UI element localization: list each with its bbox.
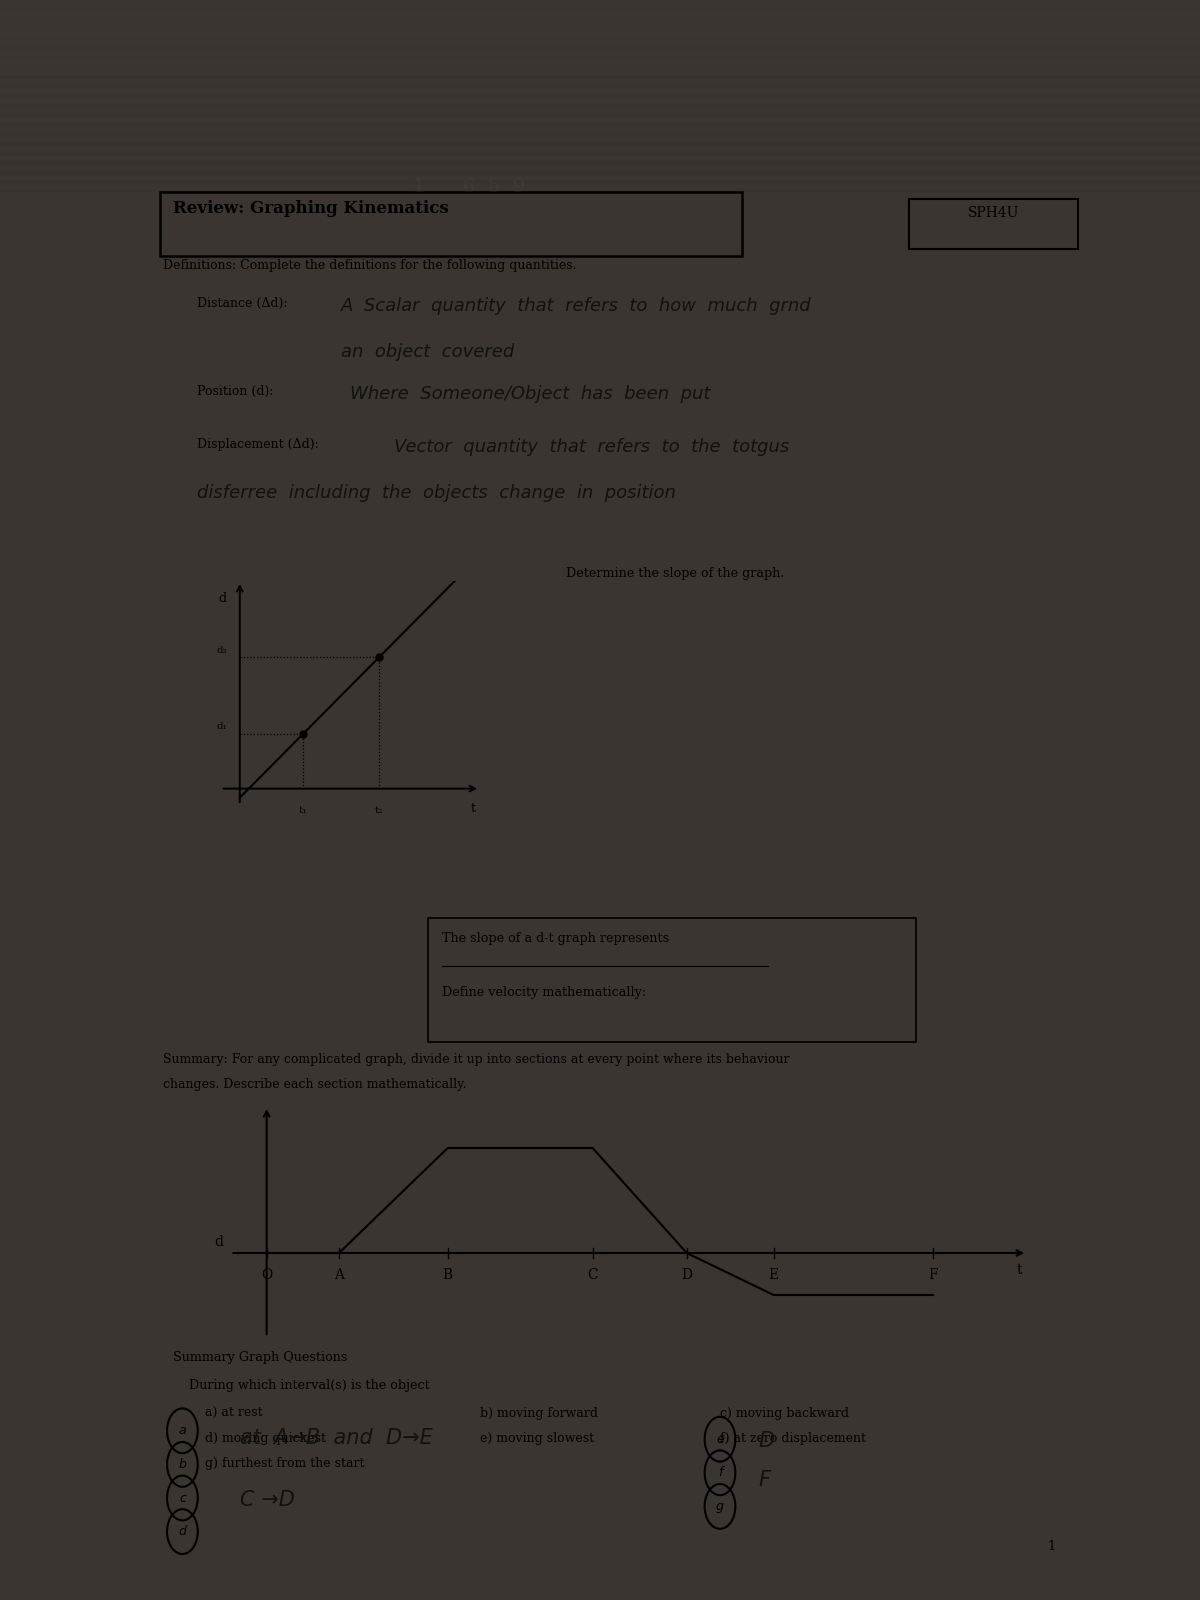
Text: E: E [769,1267,779,1282]
Text: c: c [179,1491,186,1504]
Text: t: t [470,802,475,816]
Text: d: d [218,592,226,605]
Text: D: D [758,1430,774,1451]
Text: C →D: C →D [240,1490,295,1510]
Text: at  A→B  and  D→E: at A→B and D→E [240,1427,433,1448]
Text: g) furthest from the start: g) furthest from the start [173,1458,365,1470]
Text: 1: 1 [1048,1539,1056,1554]
Text: Review: Graphing Kinematics: Review: Graphing Kinematics [173,200,449,218]
Text: Displacement (Δd):: Displacement (Δd): [197,438,318,451]
Text: t₁: t₁ [299,806,307,814]
Text: b) moving forward: b) moving forward [480,1406,598,1421]
Text: d₂: d₂ [217,646,228,654]
Text: d₁: d₁ [217,722,228,731]
Text: t₂: t₂ [374,806,383,814]
Text: SPH4U: SPH4U [968,206,1019,219]
Text: t: t [1016,1264,1022,1277]
Text: g: g [716,1499,724,1514]
Text: O: O [260,1267,272,1282]
Text: a) at rest: a) at rest [173,1406,263,1421]
Text: A: A [334,1267,344,1282]
Text: Summary Graph Questions: Summary Graph Questions [173,1350,347,1363]
Text: an  object  covered: an object covered [341,342,514,362]
Text: Vector  quantity  that  refers  to  the  totgus: Vector quantity that refers to the totgu… [394,438,788,456]
Text: Define velocity mathematically:: Define velocity mathematically: [442,986,646,998]
Text: C: C [587,1267,598,1282]
Text: Definitions: Complete the definitions for the following quantities.: Definitions: Complete the definitions fo… [163,259,577,272]
Text: The slope of a d-t graph represents: The slope of a d-t graph represents [442,933,668,946]
Text: f: f [718,1466,722,1480]
Text: e: e [716,1432,724,1446]
Text: b: b [179,1458,186,1470]
Text: F: F [929,1267,938,1282]
Text: d: d [214,1235,223,1248]
Text: F: F [758,1470,770,1490]
Text: D: D [682,1267,692,1282]
Text: 1      6  5  9: 1 6 5 9 [413,178,524,195]
Text: f) at zero displacement: f) at zero displacement [720,1432,866,1445]
Text: a: a [179,1424,186,1437]
Text: changes. Describe each section mathematically.: changes. Describe each section mathemati… [163,1078,467,1091]
Text: c) moving backward: c) moving backward [720,1406,850,1421]
Text: A  Scalar  quantity  that  refers  to  how  much  grnd: A Scalar quantity that refers to how muc… [341,298,811,315]
Text: d: d [179,1525,186,1538]
Text: B: B [443,1267,452,1282]
Text: Where  Someone/Object  has  been  put: Where Someone/Object has been put [350,386,710,403]
Text: Determine the slope of the graph.: Determine the slope of the graph. [566,566,785,579]
Text: During which interval(s) is the object: During which interval(s) is the object [173,1379,430,1392]
Text: e) moving slowest: e) moving slowest [480,1432,594,1445]
Text: Distance (Δd):: Distance (Δd): [197,298,287,310]
Text: disferree  including  the  objects  change  in  position: disferree including the objects change i… [197,485,676,502]
Text: d) moving quickest: d) moving quickest [173,1432,326,1445]
Text: Summary: For any complicated graph, divide it up into sections at every point wh: Summary: For any complicated graph, divi… [163,1053,790,1066]
Text: Position (d):: Position (d): [197,386,277,398]
